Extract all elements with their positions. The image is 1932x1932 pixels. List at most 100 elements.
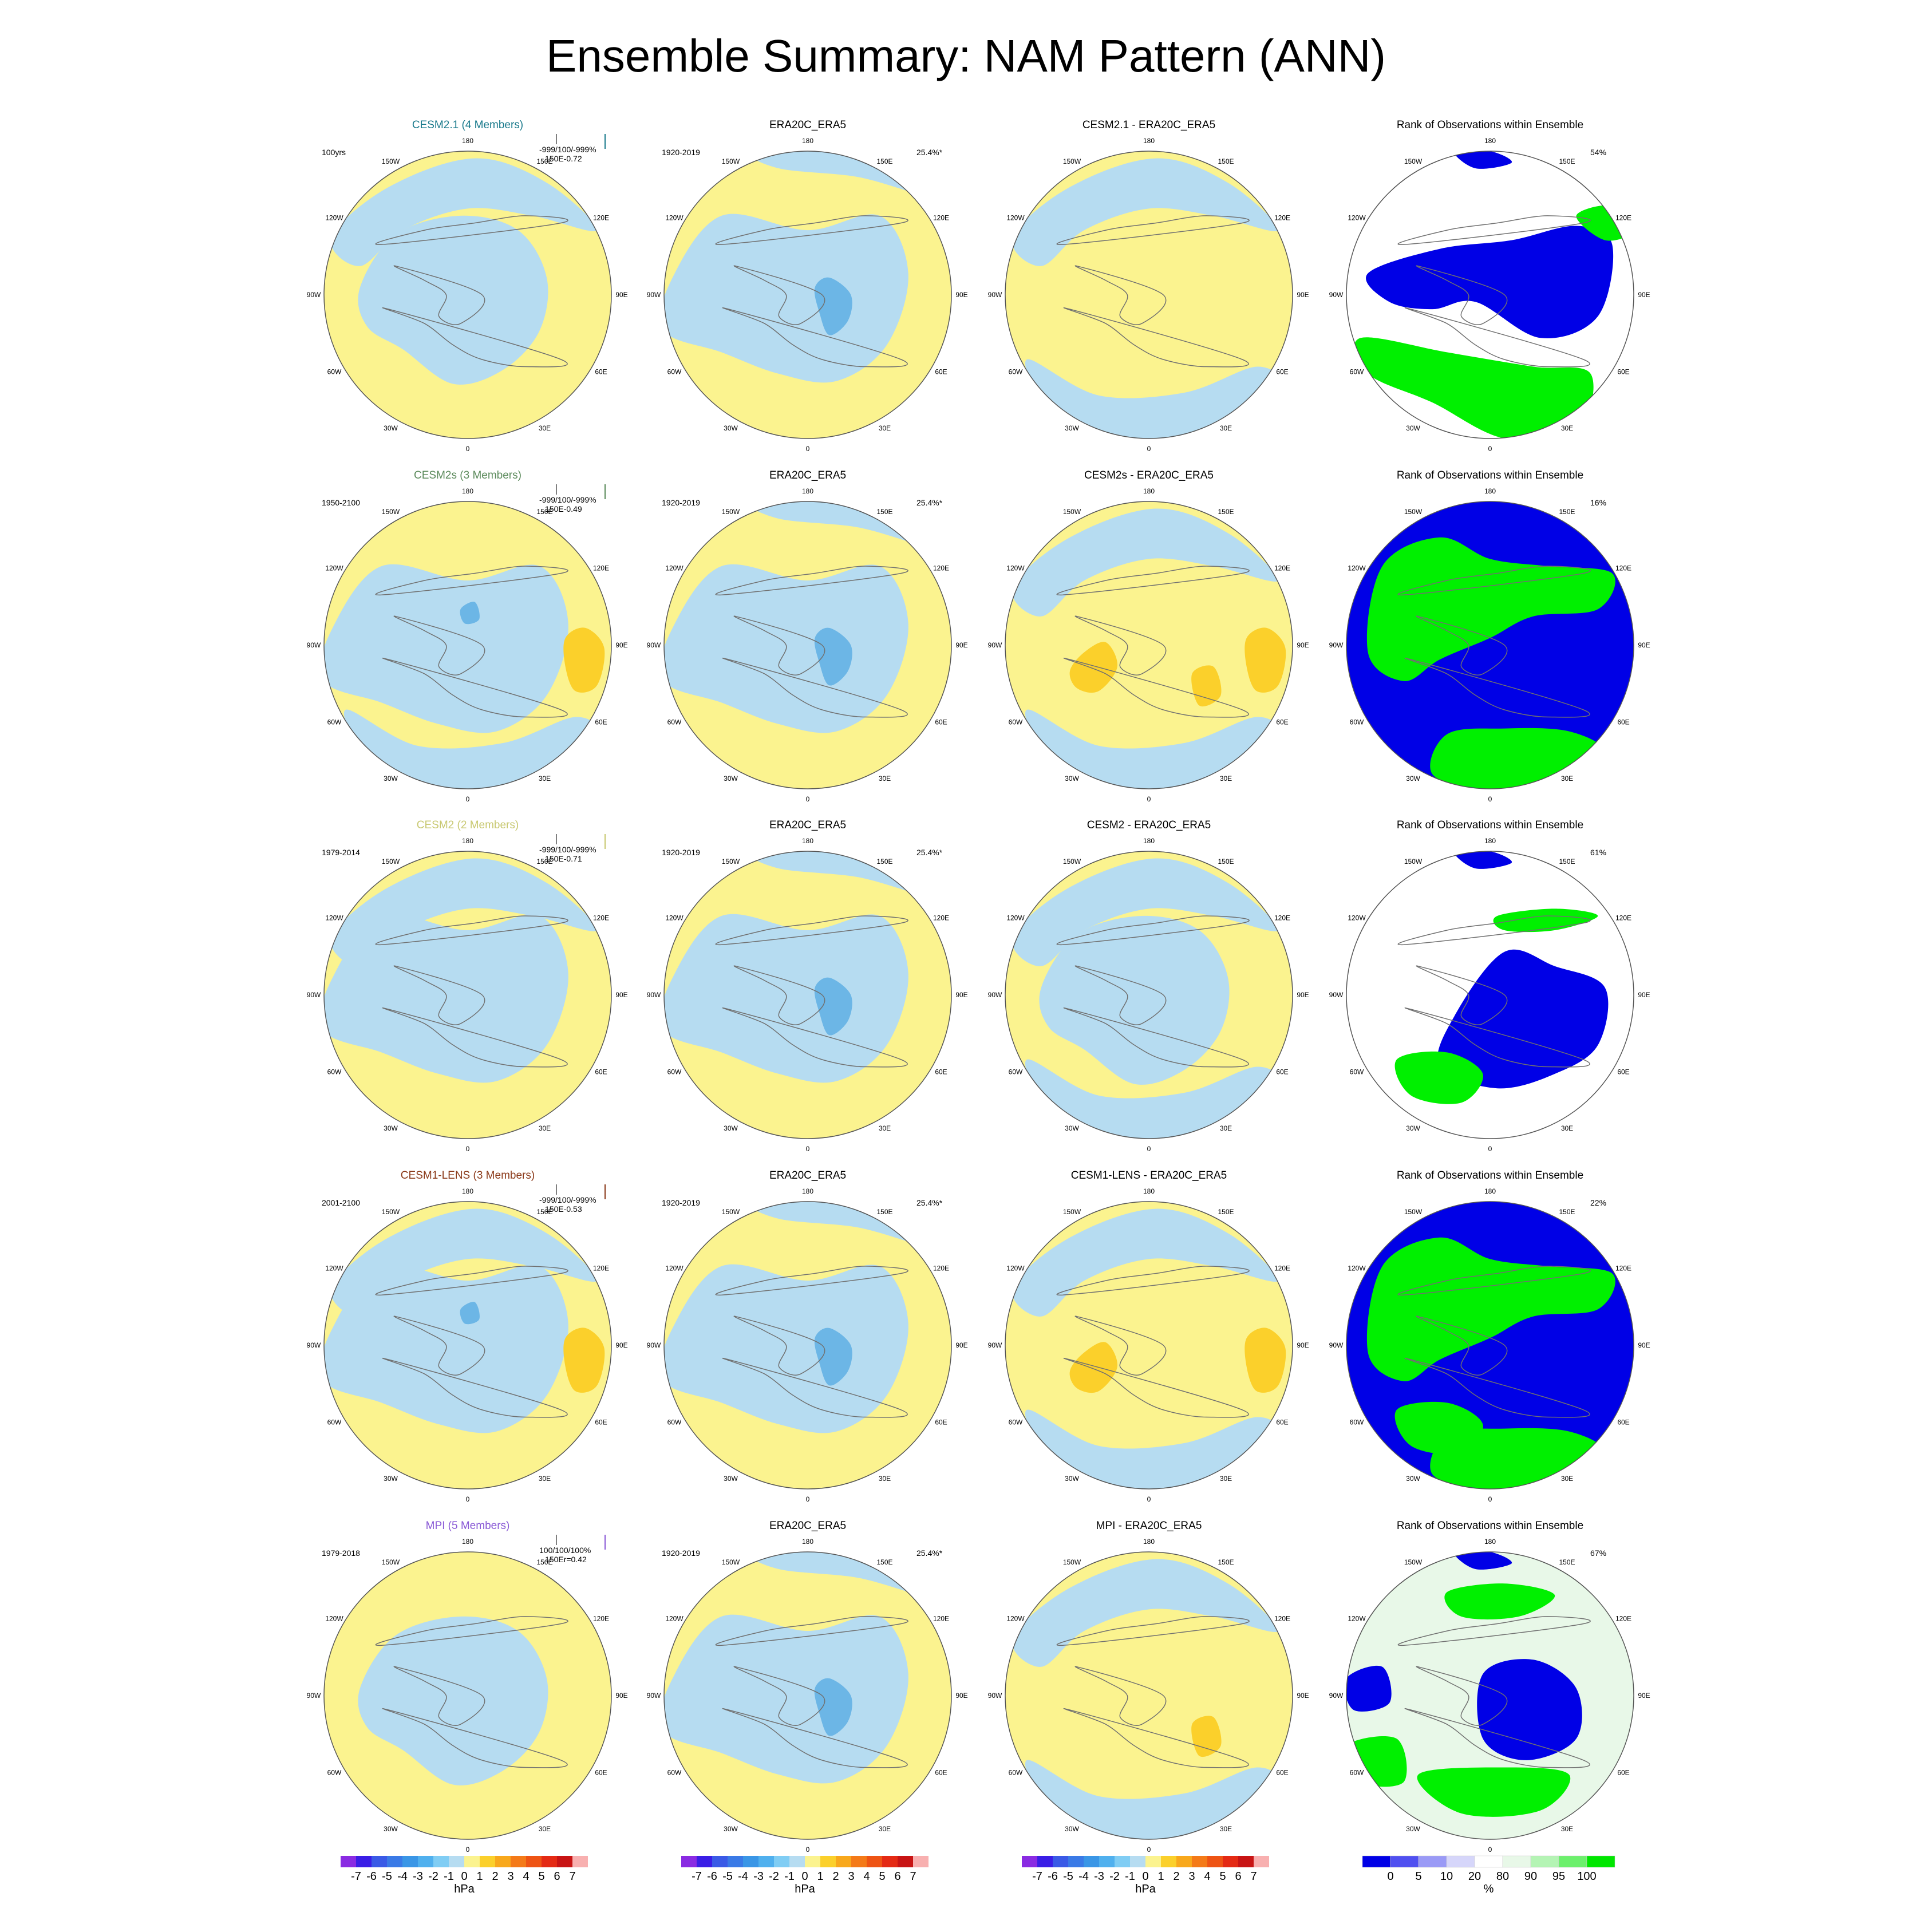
coastline — [715, 566, 908, 596]
coastline — [1063, 1708, 1249, 1768]
lon-label: 180 — [1143, 1187, 1155, 1195]
colorbar-tick-label: -3 — [1094, 1870, 1104, 1883]
coastline — [375, 1266, 568, 1296]
coastline — [1404, 657, 1590, 718]
lon-label: 180 — [1484, 1538, 1496, 1546]
lon-label: 90W — [988, 291, 1002, 299]
field-region — [1244, 1327, 1286, 1393]
lon-label: 120W — [325, 564, 343, 572]
lon-label: 150W — [722, 1558, 740, 1566]
lon-label: 150W — [722, 1208, 740, 1216]
model-period: 1979-2018 — [322, 1548, 360, 1558]
colorbar-swatch — [743, 1856, 758, 1867]
field-region — [814, 1678, 852, 1736]
coastline — [375, 566, 568, 596]
field-region — [1366, 1237, 1615, 1381]
field-region — [814, 1327, 852, 1386]
model-title: CESM2 (2 Members) — [417, 819, 519, 831]
obs-pct: 25.4%* — [916, 498, 943, 507]
field-region — [324, 564, 568, 733]
lon-label: 0 — [1147, 1846, 1151, 1854]
lon-label: 30W — [724, 424, 738, 432]
colorbar-swatch — [867, 1856, 882, 1867]
colorbar-swatch — [1130, 1856, 1145, 1867]
lon-label: 0 — [1147, 1495, 1151, 1503]
colorbar-tick-label: -2 — [769, 1870, 779, 1883]
lon-label: 150W — [382, 157, 400, 165]
field-region — [358, 1616, 548, 1785]
lon-label: 90E — [615, 641, 627, 649]
colorbar-rank: 0 5 10 20 80 90 95 100% — [1362, 1855, 1615, 1895]
colorbar-tick-label: 5 — [879, 1870, 885, 1883]
lon-label: 30E — [879, 1124, 891, 1132]
lon-label: 60W — [1009, 1068, 1023, 1076]
lon-label: 30E — [1220, 1475, 1232, 1483]
lon-label: 120E — [1615, 214, 1631, 222]
map-border — [1005, 851, 1293, 1139]
lon-label: 150E — [876, 1558, 892, 1566]
field-region — [1012, 1559, 1279, 1667]
colorbar-unit: hPa — [454, 1883, 475, 1895]
lon-label: 60E — [935, 368, 947, 376]
lon-label: 180 — [1143, 837, 1155, 845]
lon-label: 150W — [382, 1208, 400, 1216]
model-title: CESM1-LENS (3 Members) — [401, 1170, 535, 1182]
lon-label: 180 — [462, 1538, 473, 1546]
lon-label: 150W — [722, 157, 740, 165]
colorbar-swatch — [511, 1856, 526, 1867]
lon-label: 150E — [1559, 157, 1575, 165]
lon-label: 60E — [1617, 368, 1629, 376]
lon-label: 30E — [539, 775, 551, 783]
lon-label: 0 — [1488, 1495, 1492, 1503]
field-region — [1069, 1342, 1118, 1393]
lon-label: 30W — [1065, 1475, 1079, 1483]
coastline — [733, 1666, 825, 1726]
rank-title: Rank of Observations within Ensemble — [1397, 819, 1583, 831]
map-border — [1005, 151, 1293, 439]
lon-label: 60E — [595, 368, 607, 376]
colorbar-swatch — [898, 1856, 913, 1867]
lon-label: 120W — [325, 1615, 343, 1623]
lon-label: 90W — [307, 1341, 321, 1349]
lon-label: 30E — [539, 1475, 551, 1483]
lon-label: 120W — [325, 1265, 343, 1273]
coastline — [733, 615, 825, 675]
colorbar-swatch — [1176, 1856, 1192, 1867]
lon-label: 180 — [1484, 1187, 1496, 1195]
lon-label: 60W — [1350, 1419, 1364, 1427]
lon-label: 60W — [667, 1419, 682, 1427]
colorbar-swatch — [851, 1856, 867, 1867]
colorbar-tick-label: 95 — [1552, 1870, 1565, 1883]
lon-label: 180 — [1143, 487, 1155, 495]
lon-label: 30E — [879, 424, 891, 432]
figure-title: Ensemble Summary: NAM Pattern (ANN) — [546, 30, 1386, 81]
lon-label: 120E — [933, 1615, 949, 1623]
lon-label: 30W — [1065, 1825, 1079, 1833]
colorbar-tick-label: 100 — [1577, 1870, 1596, 1883]
lon-label: 150W — [382, 508, 400, 516]
colorbar-tick-label: 5 — [1219, 1870, 1226, 1883]
field-region — [664, 1614, 908, 1784]
field-region — [1394, 1401, 1483, 1455]
colorbar-swatch — [1115, 1856, 1130, 1867]
colorbar-swatch — [1053, 1856, 1068, 1867]
model-period: 2001-2100 — [322, 1198, 360, 1207]
lon-label: 120W — [1348, 564, 1366, 572]
nam-map — [664, 151, 951, 438]
diff-title: CESM2 - ERA20C_ERA5 — [1087, 819, 1211, 831]
coastline — [722, 1708, 908, 1768]
coastline — [382, 307, 568, 368]
lon-label: 0 — [806, 1145, 810, 1153]
lon-label: 180 — [802, 137, 813, 145]
coastline — [375, 915, 568, 946]
lon-label: 60W — [1350, 1769, 1364, 1777]
coastline — [375, 1616, 568, 1646]
lon-label: 30E — [879, 1825, 891, 1833]
lon-label: 90W — [988, 1692, 1002, 1700]
field-region — [1069, 642, 1118, 693]
colorbar-swatch — [836, 1856, 851, 1867]
obs-period: 1920-2019 — [662, 498, 700, 507]
colorbar-swatch — [1145, 1856, 1161, 1867]
lon-label: 90W — [1329, 991, 1344, 999]
lon-label: 30W — [724, 775, 738, 783]
